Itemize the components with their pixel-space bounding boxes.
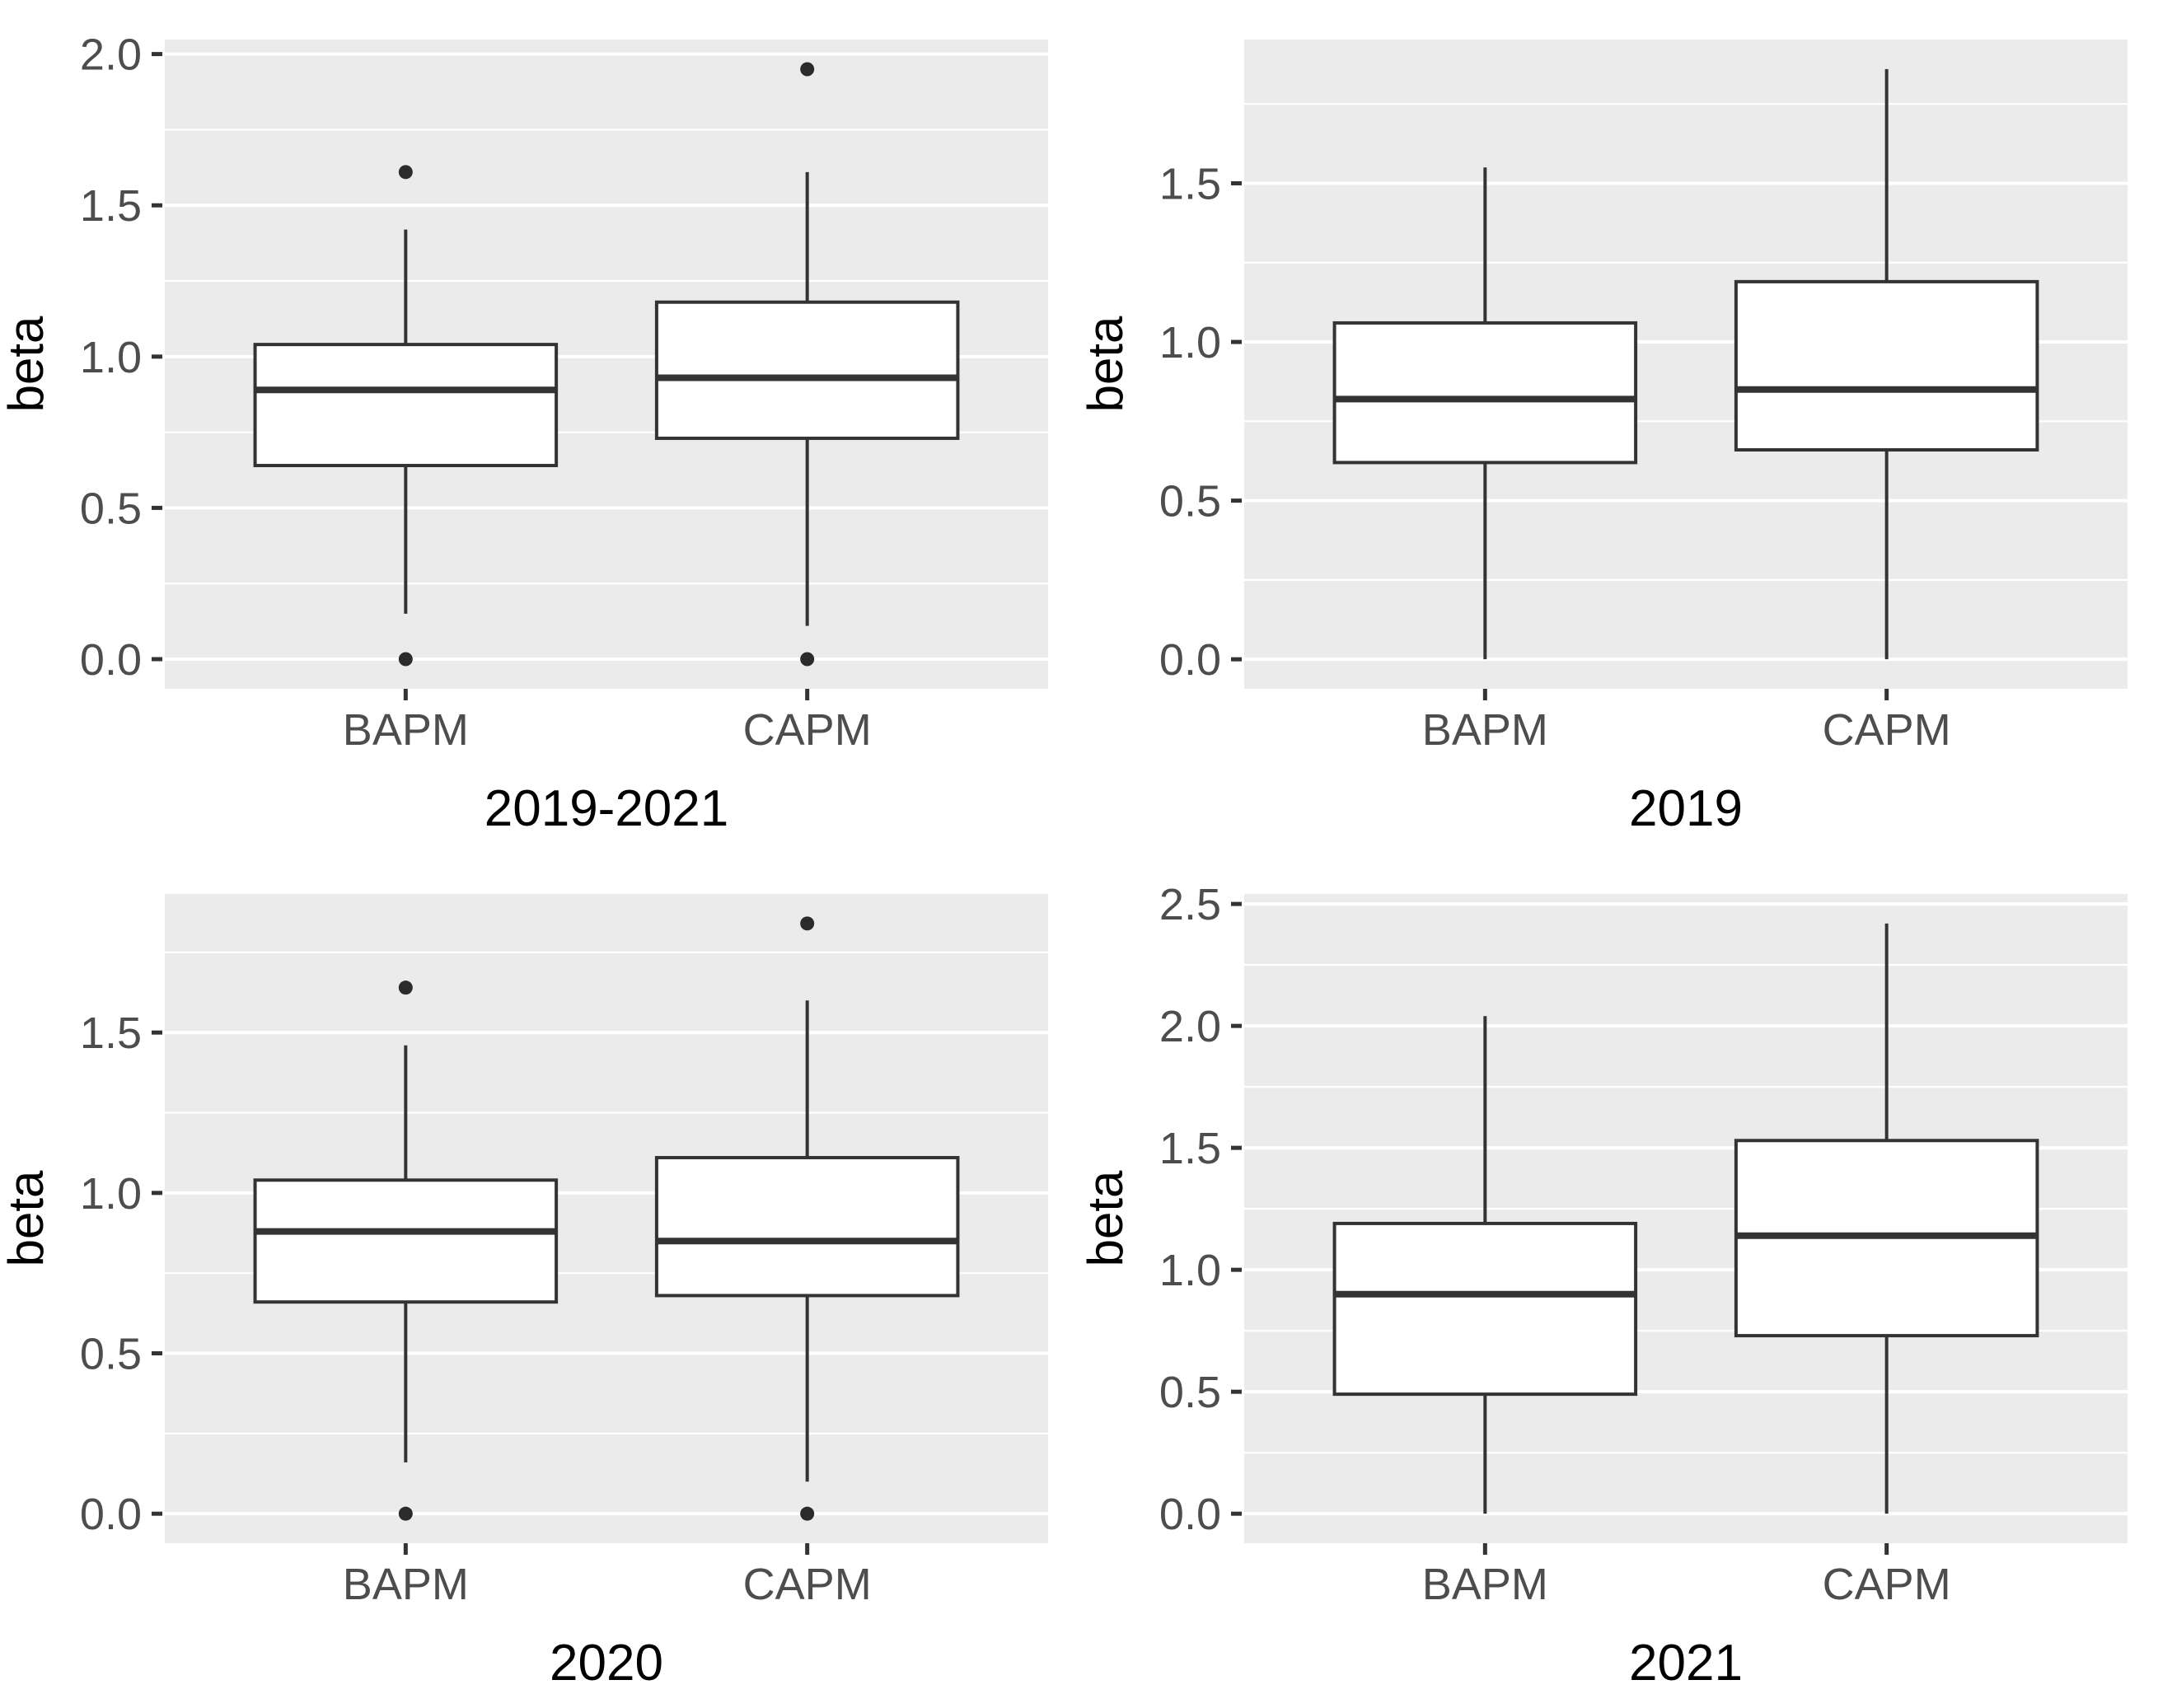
boxplot-capm [1734, 68, 2039, 660]
y-tick-label: 1.0 [1159, 1246, 1220, 1295]
y-tick-label: 1.5 [80, 1008, 142, 1058]
chart-panel-2021: 0.0 0.5 1.0 1.5 2.0 2.5 BAPM CAPM beta 2021 [1079, 880, 2128, 1692]
chart-panel-2019-2021: 0.0 0.5 1.0 1.5 2.0 BAPM CAPM beta 2019-2021 [0, 30, 1048, 837]
outlier-point [398, 1506, 413, 1521]
outlier-point [800, 62, 815, 77]
boxplot-bapm [253, 980, 559, 1521]
outlier-point [398, 980, 413, 994]
y-tick-label: 0.0 [1159, 1490, 1220, 1539]
y-tick-label: 0.5 [80, 1329, 142, 1378]
outlier-point [800, 652, 815, 667]
outlier-point [800, 915, 815, 930]
y-tick-label: 0.5 [1159, 477, 1220, 526]
y-tick-label: 0.5 [80, 484, 142, 533]
boxplot-bapm [1332, 167, 1637, 660]
x-category-label-bapm: BAPM [343, 1560, 469, 1609]
outlier-point [800, 1506, 815, 1521]
chart-panel-2019: 0.0 0.5 1.0 1.5 BAPM CAPM beta 2019 [1079, 40, 2128, 837]
y-tick-label: 2.0 [80, 30, 142, 80]
x-axis-title: 2019 [1629, 780, 1743, 837]
y-tick-label: 1.5 [1159, 1124, 1220, 1173]
y-tick-label: 0.0 [1159, 635, 1220, 685]
boxplot-capm [1734, 923, 2039, 1514]
y-tick-label: 1.0 [80, 333, 142, 382]
x-category-label-bapm: BAPM [1421, 705, 1547, 755]
x-category-label-capm: CAPM [743, 1560, 872, 1609]
x-category-label-capm: CAPM [1822, 1560, 1950, 1609]
y-axis-title: beta [0, 1169, 54, 1266]
y-tick-label: 1.5 [80, 181, 142, 231]
y-tick-label: 1.5 [1159, 159, 1220, 208]
y-tick-label: 1.0 [80, 1168, 142, 1218]
outlier-point [398, 652, 413, 667]
boxplot-bapm [1332, 1015, 1637, 1514]
y-tick-label: 2.0 [1159, 1002, 1220, 1051]
y-tick-label: 2.5 [1159, 880, 1220, 929]
iqr-box [1734, 279, 2039, 452]
x-category-label-capm: CAPM [1822, 705, 1950, 755]
x-axis-title: 2020 [550, 1635, 663, 1692]
x-category-label-capm: CAPM [743, 705, 872, 755]
y-axis-title: beta [0, 316, 54, 412]
chart-panel-2020: 0.0 0.5 1.0 1.5 BAPM CAPM beta 2020 [0, 893, 1048, 1692]
y-tick-label: 1.0 [1159, 318, 1220, 367]
boxplot-bapm [253, 165, 559, 667]
outlier-point [398, 165, 413, 180]
iqr-box [654, 300, 960, 440]
y-axis-title: beta [1079, 1169, 1133, 1266]
y-tick-label: 0.5 [1159, 1368, 1220, 1417]
y-tick-label: 0.0 [80, 635, 142, 685]
iqr-box [253, 1177, 559, 1303]
iqr-box [1332, 1221, 1637, 1396]
boxplot-capm [654, 915, 960, 1521]
y-tick-label: 0.0 [80, 1490, 142, 1539]
x-axis-title: 2019-2021 [484, 780, 729, 837]
boxplot-capm [654, 62, 960, 667]
iqr-box [654, 1155, 960, 1297]
x-category-label-bapm: BAPM [343, 705, 469, 755]
iqr-box [1332, 321, 1637, 465]
x-axis-title: 2021 [1629, 1635, 1743, 1692]
iqr-box [253, 343, 559, 468]
x-category-label-bapm: BAPM [1421, 1560, 1547, 1609]
y-axis-title: beta [1079, 316, 1133, 412]
